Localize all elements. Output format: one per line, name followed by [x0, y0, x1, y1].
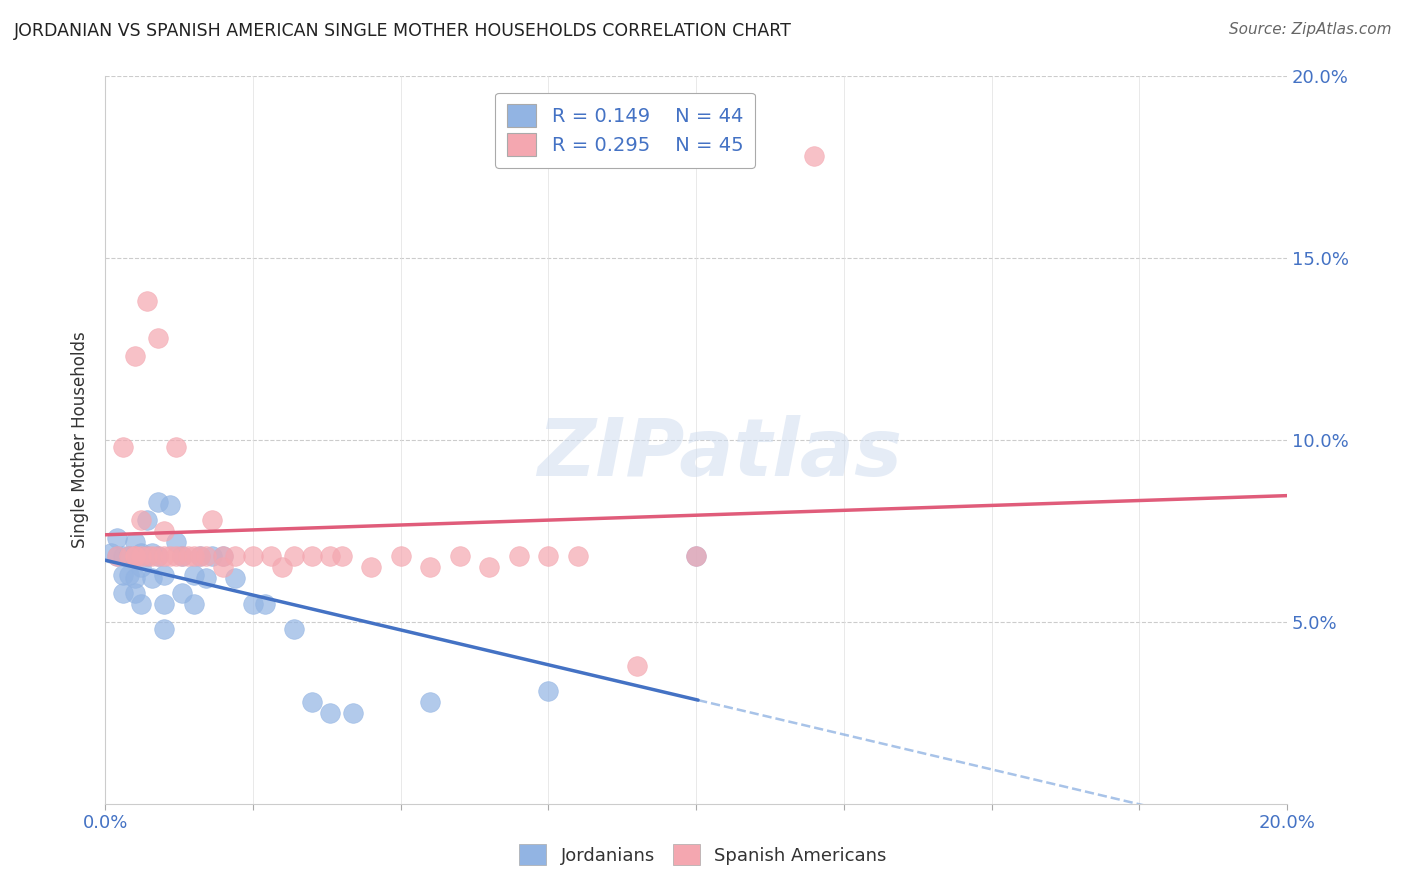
Point [153, 622, 176, 636]
Point [200, 513, 222, 527]
Point [124, 571, 146, 585]
Point [165, 534, 187, 549]
Point [242, 549, 264, 564]
Point [153, 567, 176, 582]
Point [129, 560, 152, 574]
Point [124, 549, 146, 564]
Point [135, 549, 157, 564]
Point [105, 531, 128, 545]
Point [803, 148, 825, 162]
Text: Source: ZipAtlas.com: Source: ZipAtlas.com [1229, 22, 1392, 37]
Point [118, 567, 141, 582]
Point [685, 549, 707, 564]
Point [124, 549, 146, 564]
Point [537, 684, 560, 698]
Point [194, 549, 217, 564]
Point [360, 560, 382, 574]
Point [253, 597, 276, 611]
Point [170, 549, 193, 564]
Point [478, 560, 501, 574]
Point [537, 549, 560, 564]
Point [200, 549, 222, 564]
Point [159, 549, 181, 564]
Point [129, 549, 152, 564]
Point [111, 567, 134, 582]
Point [319, 549, 342, 564]
Point [319, 706, 342, 720]
Point [188, 549, 211, 564]
Point [567, 549, 589, 564]
Point [105, 549, 128, 564]
Point [224, 549, 246, 564]
Point [685, 549, 707, 564]
Point [141, 549, 163, 564]
Point [165, 549, 187, 564]
Point [183, 597, 205, 611]
Point [148, 549, 170, 564]
Point [118, 549, 141, 564]
Point [148, 494, 170, 508]
Point [100, 546, 122, 560]
Point [170, 549, 193, 564]
Point [141, 571, 163, 585]
Point [124, 534, 146, 549]
Point [301, 549, 323, 564]
Point [224, 571, 246, 585]
Point [111, 585, 134, 599]
Text: ZIPatlas: ZIPatlas [537, 416, 903, 493]
Point [129, 513, 152, 527]
Point [449, 549, 471, 564]
Point [419, 560, 441, 574]
Point [260, 549, 283, 564]
Y-axis label: Single Mother Households: Single Mother Households [72, 331, 89, 548]
Point [170, 585, 193, 599]
Point [124, 585, 146, 599]
Legend: Jordanians, Spanish Americans: Jordanians, Spanish Americans [510, 835, 896, 874]
Point [129, 597, 152, 611]
Point [135, 549, 157, 564]
Point [165, 440, 187, 454]
Point [135, 513, 157, 527]
Point [111, 440, 134, 454]
Text: JORDANIAN VS SPANISH AMERICAN SINGLE MOTHER HOUSEHOLDS CORRELATION CHART: JORDANIAN VS SPANISH AMERICAN SINGLE MOT… [14, 22, 792, 40]
Point [271, 560, 294, 574]
Point [105, 549, 128, 564]
Point [212, 549, 235, 564]
Point [183, 567, 205, 582]
Point [111, 549, 134, 564]
Point [153, 597, 176, 611]
Point [153, 524, 176, 538]
Point [159, 498, 181, 512]
Point [188, 549, 211, 564]
Legend: R = 0.149    N = 44, R = 0.295    N = 45: R = 0.149 N = 44, R = 0.295 N = 45 [495, 93, 755, 168]
Point [301, 695, 323, 709]
Point [283, 549, 305, 564]
Point [212, 549, 235, 564]
Point [183, 549, 205, 564]
Point [626, 658, 648, 673]
Point [342, 706, 364, 720]
Point [212, 560, 235, 574]
Point [242, 597, 264, 611]
Point [419, 695, 441, 709]
Point [177, 549, 200, 564]
Point [124, 349, 146, 363]
Point [129, 546, 152, 560]
Point [148, 331, 170, 345]
Point [118, 549, 141, 564]
Point [389, 549, 412, 564]
Point [148, 549, 170, 564]
Point [194, 571, 217, 585]
Point [135, 294, 157, 309]
Point [124, 549, 146, 564]
Point [141, 546, 163, 560]
Point [330, 549, 353, 564]
Point [283, 622, 305, 636]
Point [508, 549, 530, 564]
Point [153, 549, 176, 564]
